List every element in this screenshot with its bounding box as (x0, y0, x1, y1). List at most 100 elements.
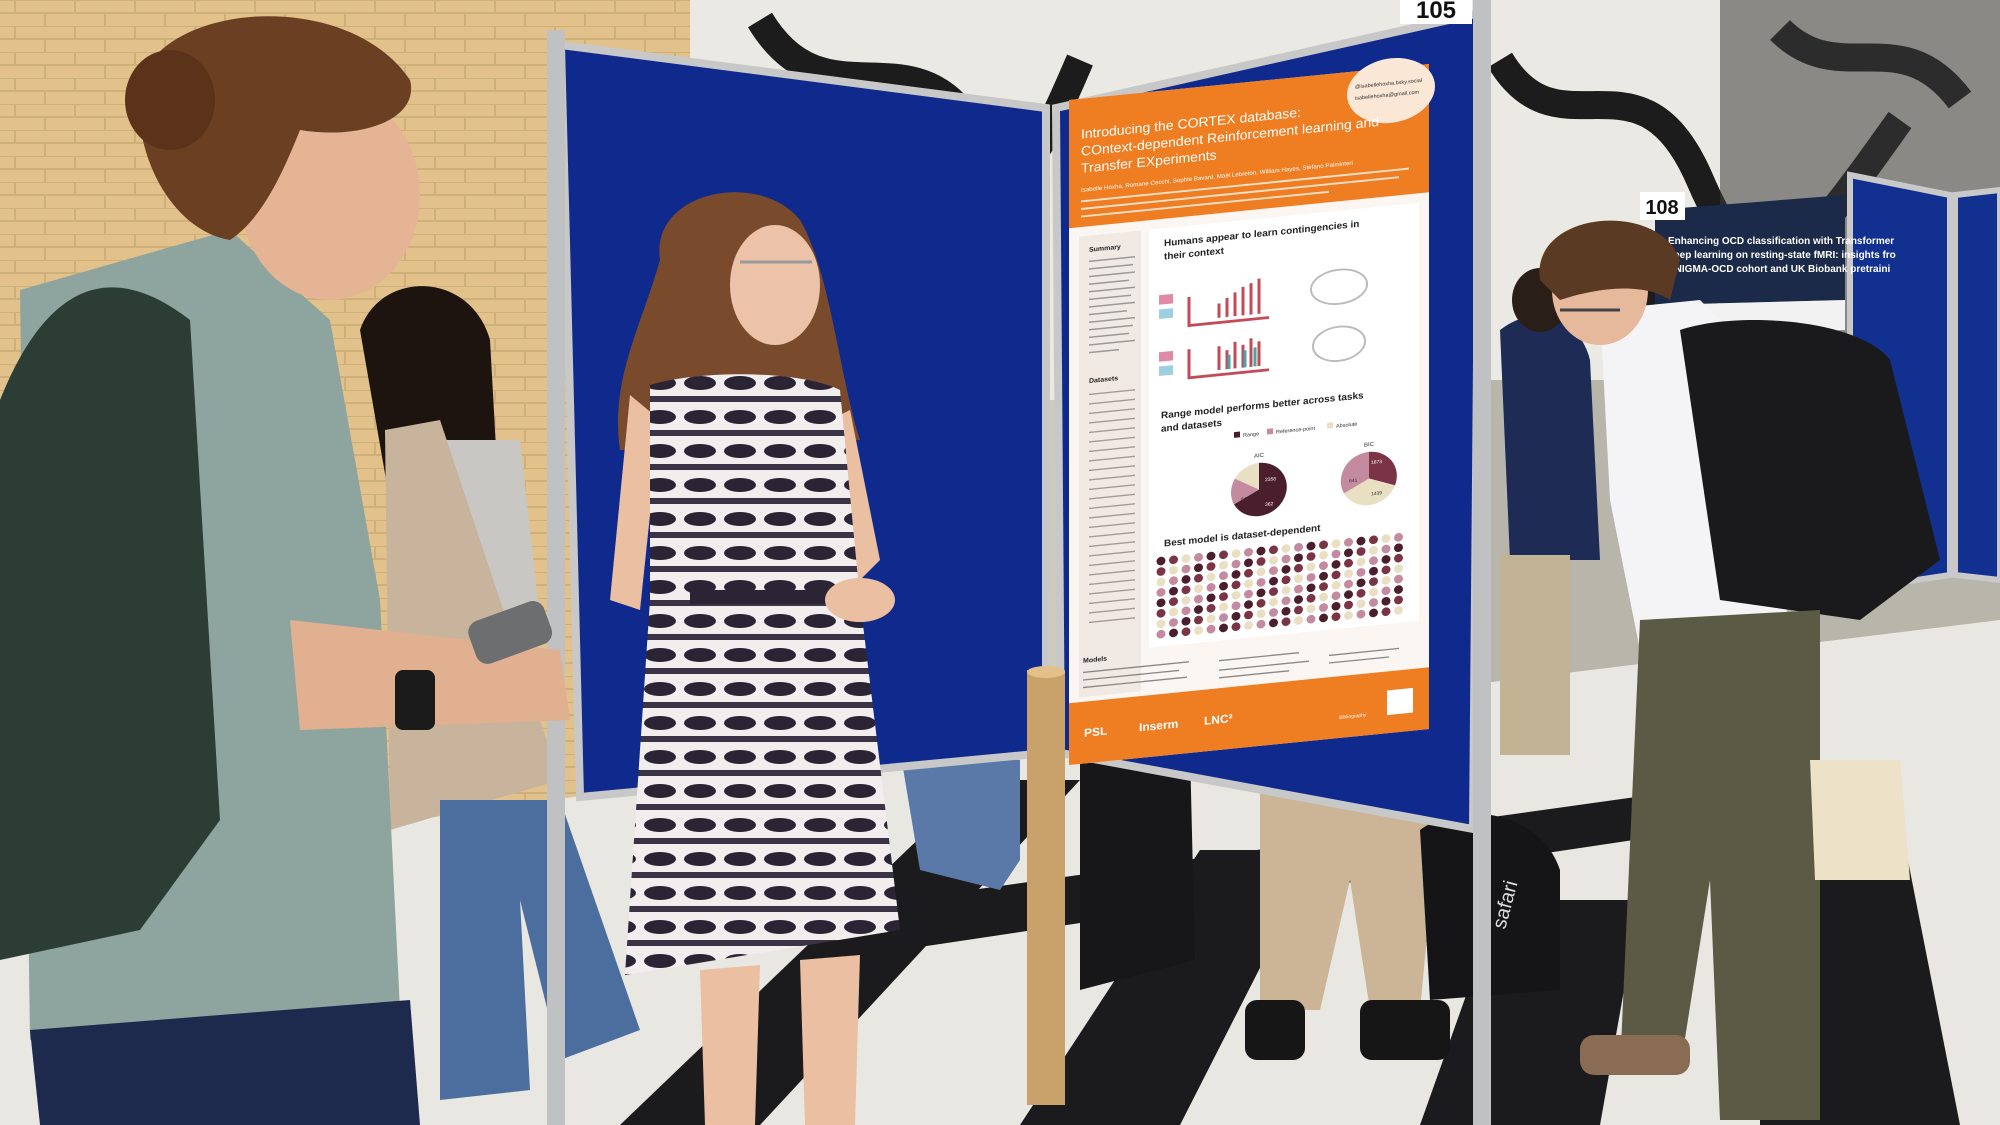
dot (1156, 567, 1166, 576)
pie-wedge (1235, 462, 1259, 490)
tube-cap (1027, 666, 1065, 678)
dot (1381, 607, 1391, 616)
dot (1369, 608, 1378, 618)
dot (1294, 574, 1303, 583)
dot (1194, 626, 1203, 635)
dot (1394, 574, 1403, 584)
legend-label: Reference-point (1276, 426, 1316, 436)
dot (1244, 610, 1253, 620)
legend-label: Absolute (1336, 422, 1357, 430)
second-poster-header (1655, 195, 1845, 305)
pie-wedge (1231, 478, 1259, 505)
dot (1269, 608, 1278, 617)
dot (1381, 544, 1391, 554)
person-pants (30, 1000, 420, 1125)
dot (1156, 556, 1166, 566)
hair-bun (125, 50, 215, 150)
section-title: Models (1083, 656, 1107, 665)
poster: @isabellehoxha.bsky.social isabellehoxha… (1069, 58, 1435, 766)
dot (1344, 590, 1353, 599)
dot (1369, 556, 1378, 565)
dot (1306, 583, 1316, 593)
footer-text: Bibliography (1339, 712, 1367, 721)
dot (1319, 603, 1328, 612)
dot (1194, 594, 1203, 604)
belt (690, 590, 860, 604)
pie-label: BIC (1364, 442, 1375, 449)
dot (1306, 594, 1316, 603)
pie-number: 641 (1349, 478, 1358, 485)
dot (1319, 540, 1328, 550)
pie-wedge (1369, 451, 1397, 486)
dot (1394, 564, 1403, 573)
dot (1206, 614, 1216, 624)
person-arms (610, 395, 880, 610)
dot (1356, 547, 1366, 556)
pie-number: 362 (1265, 501, 1274, 508)
dot (1219, 613, 1228, 622)
dot (1194, 584, 1203, 593)
dot (1206, 604, 1216, 613)
dot (1306, 562, 1316, 572)
dot (1219, 571, 1228, 580)
dot (1156, 609, 1166, 618)
affiliations (1081, 167, 1409, 218)
second-poster-title: deep learning on resting-state fMRI: ins… (1668, 250, 1896, 261)
dot (1369, 577, 1378, 586)
dot (1256, 578, 1266, 587)
dot (1156, 588, 1166, 597)
dot (1269, 576, 1278, 586)
dot (1381, 534, 1391, 543)
dot (1281, 575, 1291, 585)
pie-number: 1673 (1371, 459, 1382, 466)
dot (1194, 553, 1203, 562)
dot (1356, 568, 1366, 577)
dot (1194, 573, 1203, 583)
person-pants (1500, 555, 1570, 755)
dot (1256, 599, 1266, 608)
dot (1194, 605, 1203, 614)
dot (1394, 553, 1403, 563)
pie-number: 642 (1241, 496, 1250, 503)
dot (1269, 587, 1278, 596)
dot (1231, 601, 1241, 611)
person-legs (900, 750, 1020, 890)
section-title: Summary (1089, 244, 1121, 254)
dot (1369, 587, 1378, 597)
shoe (1245, 1000, 1305, 1060)
person-face (730, 225, 820, 345)
legend-label: Range (1243, 431, 1259, 438)
dot (1181, 585, 1191, 595)
dot (1269, 555, 1278, 565)
dot (1319, 550, 1328, 560)
icon (1159, 350, 1173, 362)
dot (1219, 550, 1228, 560)
formula-lines (1083, 647, 1399, 689)
board-number-box (1400, 0, 1472, 24)
cup (468, 601, 553, 664)
dot (1394, 595, 1403, 605)
dot (1344, 600, 1353, 610)
dot (1319, 592, 1328, 602)
dot (1231, 591, 1241, 600)
dot (1331, 549, 1341, 559)
dot (1319, 571, 1328, 581)
dot (1181, 596, 1191, 605)
poster-header (1069, 63, 1429, 229)
dot (1381, 565, 1391, 575)
logo: PSL (1084, 725, 1107, 740)
dot (1294, 595, 1303, 604)
pie-label: AIC (1254, 453, 1265, 460)
dot (1156, 598, 1166, 608)
dot (1369, 598, 1378, 607)
dot (1206, 593, 1216, 603)
logo: LNC² (1204, 712, 1233, 728)
thought-cloud (1310, 268, 1368, 306)
dot (1294, 563, 1303, 573)
tote-bag (1810, 760, 1910, 880)
person-hair (1539, 220, 1680, 300)
dot (1394, 606, 1403, 615)
dot (1281, 544, 1291, 553)
dot (1231, 570, 1241, 579)
